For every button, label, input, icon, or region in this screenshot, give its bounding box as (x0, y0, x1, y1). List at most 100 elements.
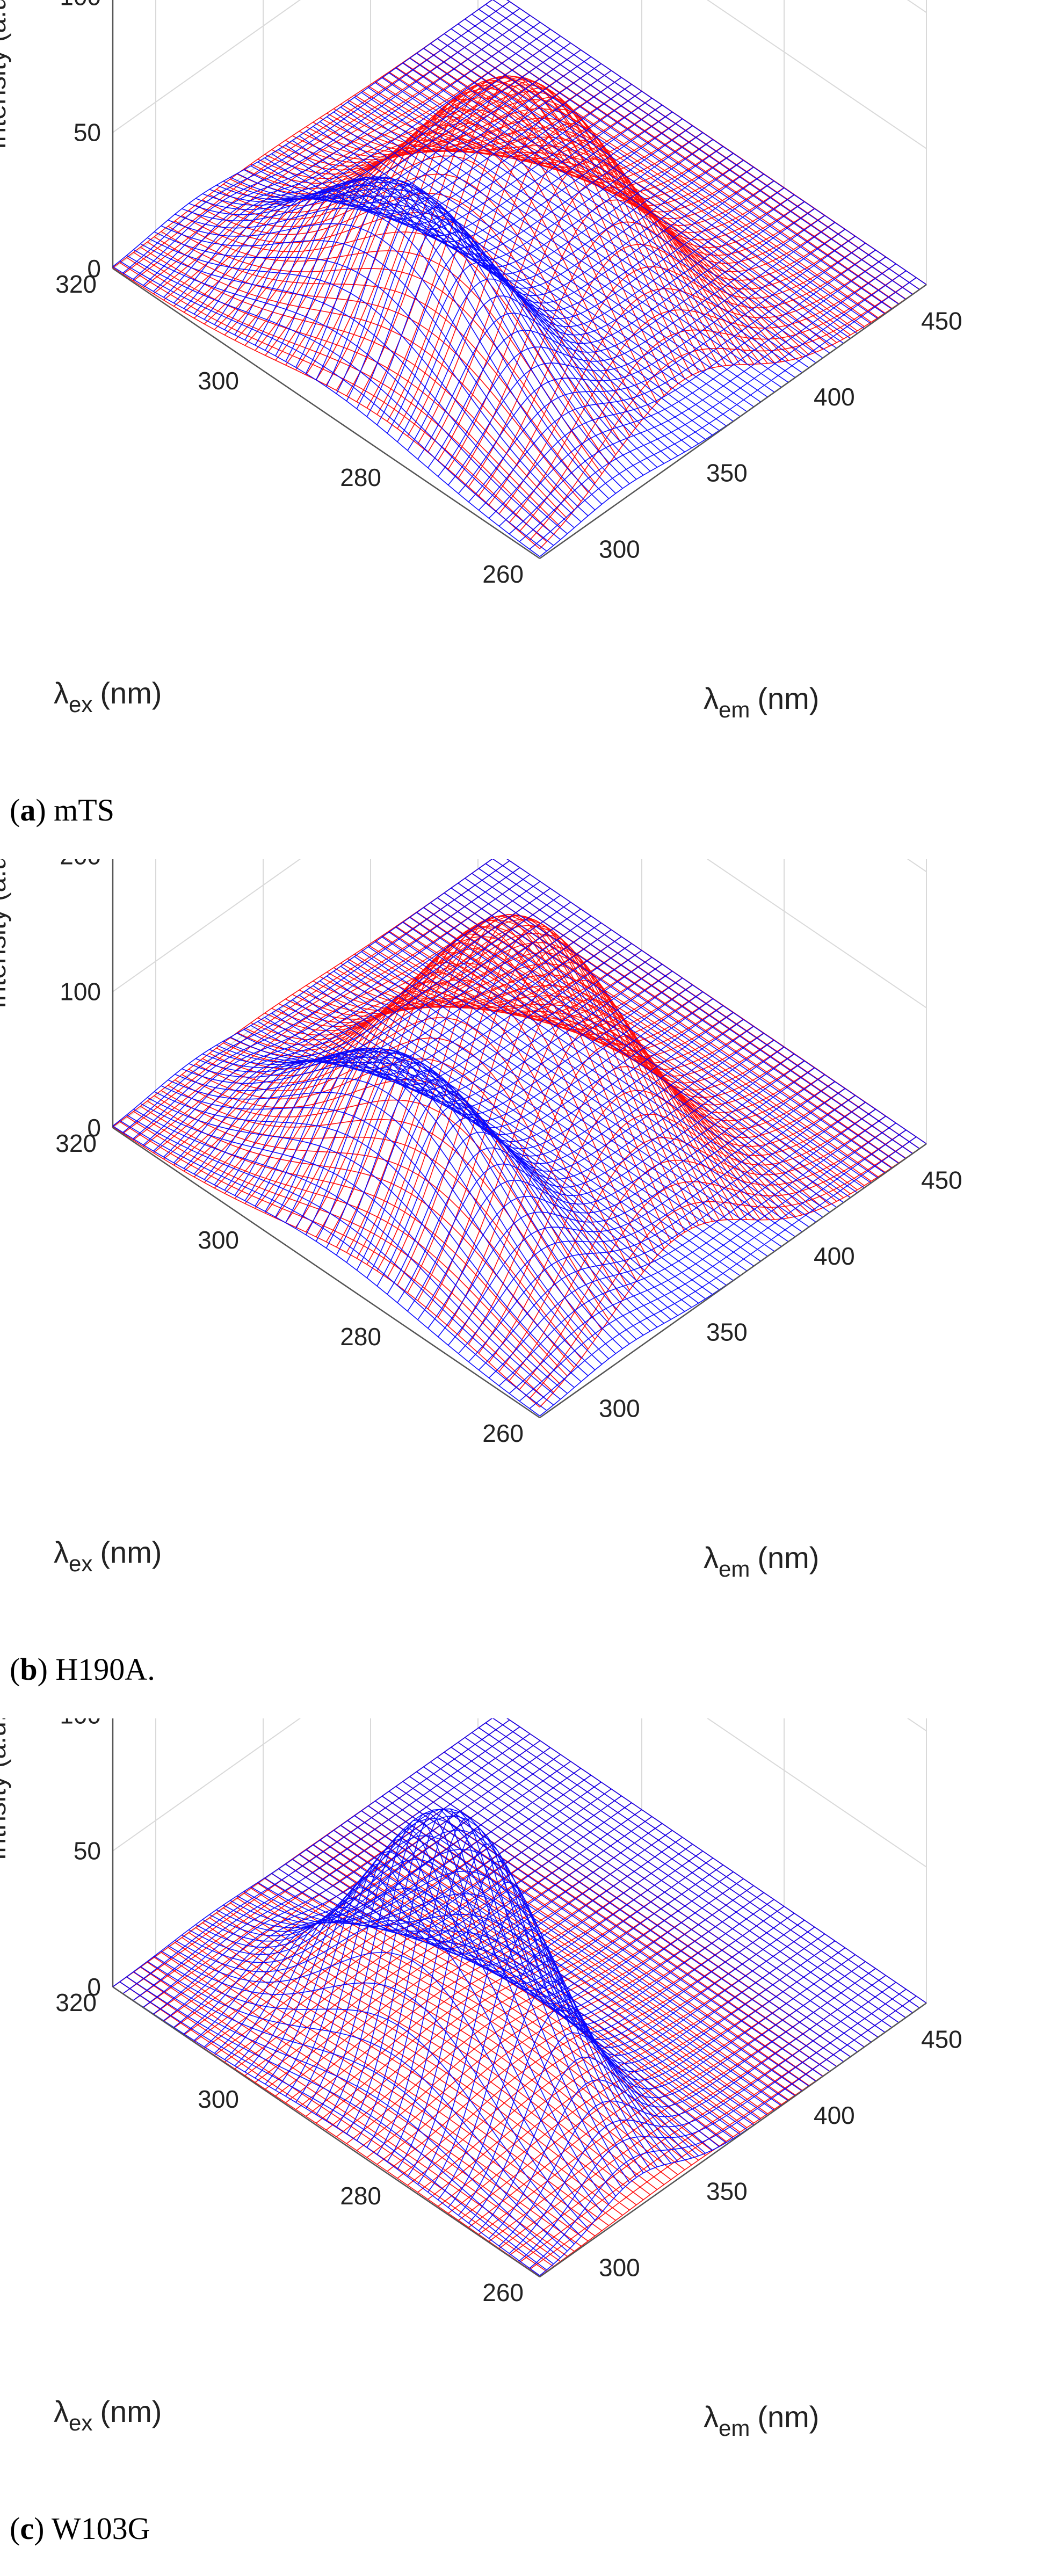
mesh-line (539, 284, 927, 549)
em-tick-label: 300 (599, 535, 640, 563)
mesh-line (112, 1986, 540, 2276)
mesh-line (368, 946, 796, 1237)
mesh-line (182, 1937, 610, 2226)
mesh-line (306, 130, 734, 422)
mesh-line (430, 42, 858, 331)
mesh-line (188, 1932, 616, 2221)
mesh-line (347, 961, 775, 1252)
mesh-line (388, 931, 816, 1211)
mesh-line (175, 1079, 603, 1330)
mesh-line (278, 1868, 706, 2156)
mesh-line (395, 926, 823, 1208)
mesh-line (354, 97, 782, 388)
mesh-line (175, 1073, 603, 1365)
mesh-line (354, 956, 782, 1247)
mesh-line (140, 1967, 568, 2257)
em-tick-label: 400 (814, 2101, 855, 2129)
mesh-line (237, 1033, 664, 1324)
mesh-line (230, 177, 658, 468)
mesh-line (478, 868, 906, 1159)
mesh-line (216, 182, 644, 476)
z-tick-label: 50 (74, 1837, 101, 1865)
mesh-line (237, 935, 665, 1249)
z-axis-label: Intnsity (a.u.) (0, 1718, 11, 1861)
mesh-line (402, 921, 830, 1206)
mesh-line (416, 1771, 844, 2062)
z-tick-label: 0 (87, 255, 101, 282)
mesh-line (189, 1859, 617, 2197)
mesh-line (361, 1810, 789, 2101)
mesh-line (133, 252, 561, 527)
mesh-line (223, 180, 651, 471)
mesh-line (126, 1116, 554, 1393)
mesh-line (202, 173, 630, 437)
mesh-line (430, 1761, 858, 2052)
mesh-line (168, 1945, 596, 2221)
mesh-line (472, 1732, 900, 2023)
mesh-line (195, 1835, 623, 2189)
surface-blue (112, 1718, 927, 2276)
em-axis-label-subscript: em (719, 2415, 750, 2441)
mesh-line (492, 859, 920, 1149)
mesh-line (409, 917, 837, 1208)
mesh-line (478, 1727, 906, 2018)
surface-red (112, 859, 927, 1407)
ex-tick-label: 280 (340, 463, 381, 491)
mesh-line (375, 82, 803, 373)
mesh-line (368, 87, 796, 378)
z-tick-label: 50 (74, 119, 101, 147)
mesh-line (189, 1058, 617, 1310)
mesh-line (119, 1120, 547, 1411)
ex-axis-line (112, 1127, 540, 1419)
mesh-line (347, 1820, 775, 2111)
mesh-line (485, 863, 913, 1154)
mesh-line (147, 237, 575, 528)
mesh-line (257, 1882, 685, 2160)
mesh-line (154, 231, 582, 523)
mesh-line (140, 1106, 568, 1377)
surface-chart-c: 050100150260280300320300350400450Intnsit… (0, 1718, 962, 2441)
mesh-line (195, 1927, 623, 2216)
mesh-line (444, 892, 872, 1182)
mesh-line (375, 941, 803, 1232)
mesh-line (112, 1126, 540, 1407)
mesh-line (313, 1844, 741, 2133)
mesh-line (285, 1863, 713, 2151)
mesh-line (202, 1047, 630, 1345)
mesh-line (112, 266, 540, 557)
mesh-line (506, 1718, 927, 2004)
mesh-line (465, 877, 893, 1169)
em-tick-label: 450 (921, 307, 962, 335)
mesh-line (402, 62, 830, 347)
mesh-line (299, 995, 727, 1286)
mesh-line (478, 1961, 866, 2231)
mesh-line (381, 935, 809, 1214)
ex-axis-label: λex (nm) (54, 2394, 162, 2435)
ex-tick-label: 300 (198, 2085, 239, 2113)
mesh-line (154, 1091, 582, 1382)
ex-tick-label: 320 (55, 1129, 97, 1157)
ex-tick-label: 260 (482, 2279, 524, 2306)
mesh-line (119, 260, 547, 552)
mesh-line (285, 1004, 713, 1295)
mesh-line (292, 91, 720, 367)
mesh-line (140, 243, 568, 534)
mesh-line (182, 1888, 610, 2204)
mesh-line (485, 1722, 913, 2013)
mesh-line (292, 1859, 720, 2147)
em-tick-label: 400 (814, 383, 855, 411)
mesh-line (112, 267, 540, 549)
mesh-line (458, 23, 886, 315)
mesh-line (154, 1956, 582, 2237)
mesh-line (506, 859, 927, 1144)
mesh-line (451, 28, 879, 318)
mesh-line (478, 9, 906, 300)
gridline (907, 859, 927, 873)
mesh-line (416, 52, 844, 339)
caption-a: (a) mTS (10, 793, 114, 828)
mesh-line (437, 38, 865, 327)
mesh-line (340, 966, 768, 1257)
mesh-line (465, 1737, 893, 2028)
mesh-line (175, 207, 603, 505)
mesh-line (320, 974, 748, 1220)
